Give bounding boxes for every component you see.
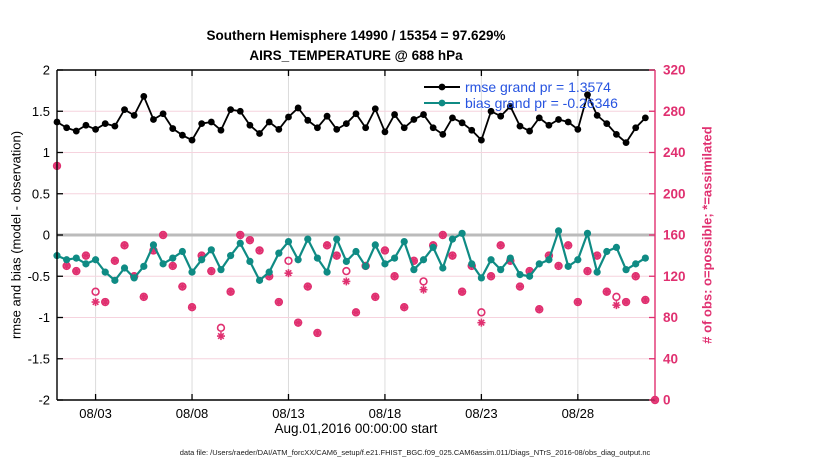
chart-title-line1: Southern Hemisphere 14990 / 15354 = 97.6…: [206, 28, 506, 43]
svg-text:08/08: 08/08: [176, 406, 209, 421]
svg-text:1.5: 1.5: [32, 104, 50, 119]
svg-text:240: 240: [663, 145, 686, 160]
legend-label-bias: bias grand pr = -0.26346: [465, 95, 618, 111]
svg-text:0: 0: [43, 228, 50, 243]
legend-entry-rmse: rmse grand pr = 1.3574: [424, 79, 618, 95]
rmse-line-swatch-icon: [424, 83, 460, 91]
left-axis-label: rmse and bias (model - observation): [8, 130, 24, 340]
svg-text:08/28: 08/28: [562, 406, 595, 421]
svg-text:-2: -2: [38, 393, 50, 408]
svg-text:0.5: 0.5: [32, 186, 50, 201]
x-axis-label: Aug.01,2016 00:00:00 start: [274, 421, 438, 436]
legend-entry-bias: bias grand pr = -0.26346: [424, 95, 618, 111]
svg-text:-0.5: -0.5: [28, 269, 50, 284]
svg-text:1: 1: [43, 145, 50, 160]
svg-text:200: 200: [663, 186, 686, 201]
svg-text:08/03: 08/03: [79, 406, 112, 421]
svg-text:160: 160: [663, 228, 686, 243]
legend-label-rmse: rmse grand pr = 1.3574: [465, 79, 611, 95]
datafile-path: data file: /Users/raeder/DAI/ATM_forcXX/…: [179, 448, 651, 457]
svg-text:08/23: 08/23: [465, 406, 498, 421]
svg-text:280: 280: [663, 104, 686, 119]
svg-text:2: 2: [43, 63, 50, 78]
svg-text:08/18: 08/18: [369, 406, 402, 421]
svg-text:08/13: 08/13: [272, 406, 305, 421]
chart-title: Southern Hemisphere 14990 / 15354 = 97.6…: [57, 26, 655, 67]
svg-text:80: 80: [663, 310, 678, 325]
svg-text:0: 0: [663, 393, 671, 408]
legend: rmse grand pr = 1.3574 bias grand pr = -…: [424, 79, 618, 111]
chart-title-line2: AIRS_TEMPERATURE @ 688 hPa: [249, 48, 463, 64]
bias-line-swatch-icon: [424, 99, 460, 107]
svg-text:-1.5: -1.5: [28, 351, 50, 366]
svg-text:-1: -1: [38, 310, 50, 325]
svg-text:320: 320: [663, 63, 686, 78]
right-axis-label: # of obs: o=possible; *=assimilated: [699, 126, 715, 344]
svg-text:120: 120: [663, 269, 686, 284]
svg-text:40: 40: [663, 351, 678, 366]
